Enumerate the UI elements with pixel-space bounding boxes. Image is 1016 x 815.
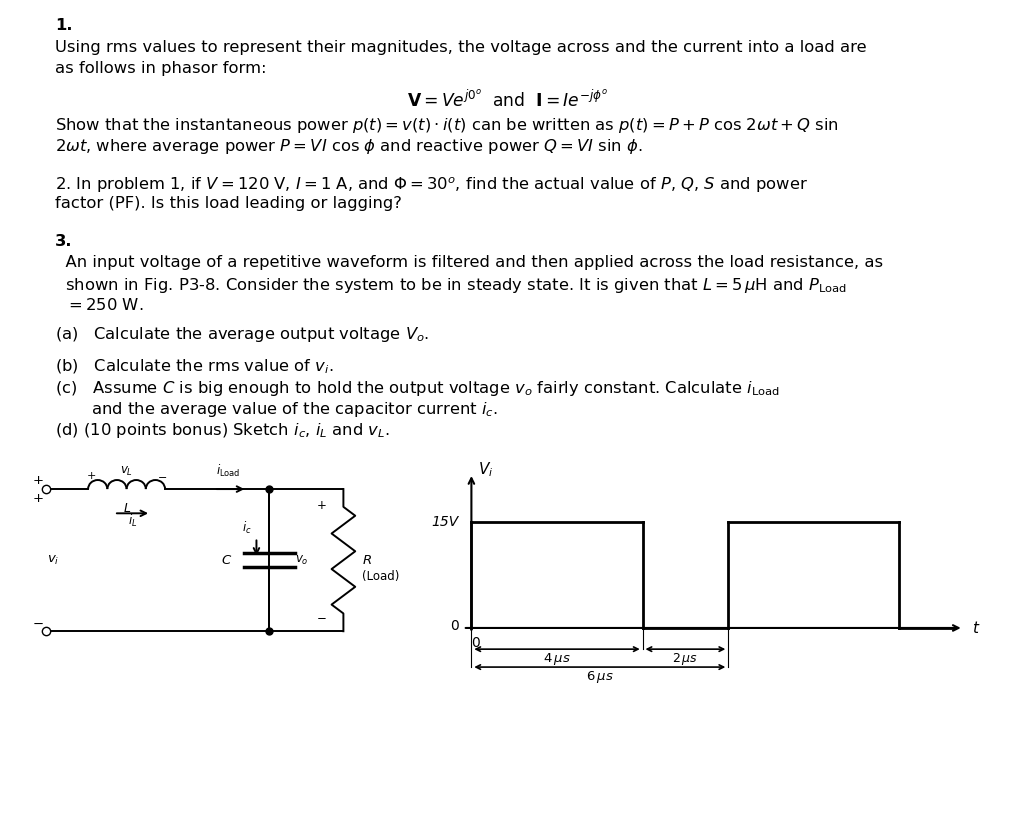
Text: (Load): (Load)	[362, 570, 399, 583]
Text: $4\,\mu s$: $4\,\mu s$	[544, 651, 571, 667]
Text: $R$: $R$	[362, 553, 372, 566]
Text: $6\,\mu s$: $6\,\mu s$	[586, 668, 614, 685]
Text: $i_{\mathrm{Load}}$: $i_{\mathrm{Load}}$	[216, 463, 241, 479]
Text: $2\omega t$, where average power $P = VI$ cos $\phi$ and reactive power $Q = VI$: $2\omega t$, where average power $P = VI…	[55, 137, 642, 156]
Text: $-$: $-$	[33, 617, 44, 630]
Text: 0: 0	[450, 619, 458, 633]
Text: (d) (10 points bonus) Sketch $i_c$, $i_L$ and $v_L$.: (d) (10 points bonus) Sketch $i_c$, $i_L…	[55, 421, 390, 440]
Text: $v_i$: $v_i$	[47, 553, 59, 566]
Text: An input voltage of a repetitive waveform is filtered and then applied across th: An input voltage of a repetitive wavefor…	[55, 255, 883, 270]
Text: 0: 0	[471, 637, 480, 650]
Text: +: +	[33, 492, 44, 505]
Text: $V_i$: $V_i$	[478, 460, 493, 479]
Text: shown in Fig. P3-8. Consider the system to be in steady state. It is given that : shown in Fig. P3-8. Consider the system …	[55, 276, 847, 295]
Text: $= 250$ W.: $= 250$ W.	[55, 297, 143, 313]
Text: (a)   Calculate the average output voltage $V_o$.: (a) Calculate the average output voltage…	[55, 325, 429, 344]
Text: and the average value of the capacitor current $i_c$.: and the average value of the capacitor c…	[55, 400, 498, 419]
Text: $\mathbf{V} = Ve^{j0^o}$  and  $\mathbf{I} = Ie^{-j\phi^o}$: $\mathbf{V} = Ve^{j0^o}$ and $\mathbf{I}…	[407, 90, 609, 111]
Text: 3.: 3.	[55, 234, 72, 249]
Text: $-$: $-$	[316, 610, 326, 623]
Text: $2\,\mu s$: $2\,\mu s$	[673, 651, 698, 667]
Text: $t$: $t$	[972, 620, 980, 636]
Text: $L$: $L$	[123, 502, 131, 515]
Text: as follows in phasor form:: as follows in phasor form:	[55, 61, 266, 76]
Text: Show that the instantaneous power $p(t) = v(t)\cdot i(t)$ can be written as $p(t: Show that the instantaneous power $p(t) …	[55, 116, 839, 135]
Text: +: +	[316, 499, 326, 512]
Text: +: +	[33, 474, 44, 487]
Text: $i_L$: $i_L$	[128, 513, 137, 530]
Text: $-$: $-$	[157, 471, 168, 481]
Text: (c)   Assume $C$ is big enough to hold the output voltage $v_o$ fairly constant.: (c) Assume $C$ is big enough to hold the…	[55, 379, 780, 398]
Text: (b)   Calculate the rms value of $v_i$.: (b) Calculate the rms value of $v_i$.	[55, 358, 333, 377]
Text: +: +	[87, 471, 97, 481]
Text: $v_L$: $v_L$	[121, 465, 133, 478]
Text: $C$: $C$	[221, 553, 233, 566]
Text: $v_o$: $v_o$	[296, 553, 309, 566]
Text: Using rms values to represent their magnitudes, the voltage across and the curre: Using rms values to represent their magn…	[55, 40, 867, 55]
Text: factor (PF). Is this load leading or lagging?: factor (PF). Is this load leading or lag…	[55, 196, 402, 211]
Text: 15V: 15V	[432, 515, 458, 529]
Text: 1.: 1.	[55, 18, 72, 33]
Text: $i_c$: $i_c$	[243, 520, 252, 536]
Text: 2. In problem 1, if $V = 120$ V, $I = 1$ A, and $\Phi = 30^o$, find the actual v: 2. In problem 1, if $V = 120$ V, $I = 1$…	[55, 175, 808, 195]
